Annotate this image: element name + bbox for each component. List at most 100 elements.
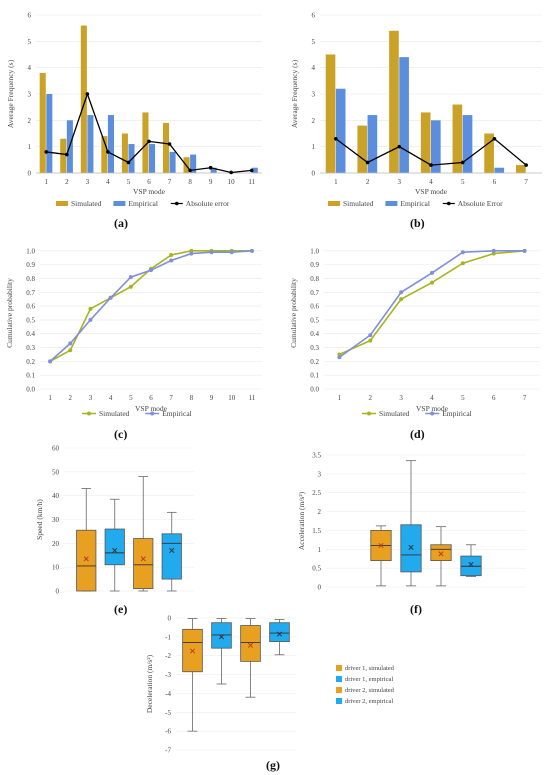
chart-e-ytick-label: 50: [52, 468, 60, 476]
chart-e-box-4-iqr: [161, 533, 182, 580]
chart-a-xtick-label: 6: [147, 178, 151, 186]
chart-b-bar-simulated: [420, 112, 431, 173]
chart-c-point-empirical: [189, 251, 194, 256]
chart-b-bar-empirical: [367, 115, 378, 173]
chart-a-error-point: [44, 150, 49, 154]
chart-d-point-simulated: [491, 251, 496, 256]
chart-c-xtick-label: 8: [190, 394, 194, 402]
chart-b-error-point: [492, 136, 497, 141]
panel-label-e: (e): [114, 602, 128, 616]
chart-c-ytick-label: 0.6: [26, 303, 35, 311]
chart-a-bar-simulated: [101, 136, 108, 173]
chart-b-bar-simulated: [357, 125, 368, 173]
chart-g-ytick-label: -4: [165, 690, 171, 698]
chart-g-box-1-mean-marker: [189, 648, 196, 654]
chart-e: 0 10 20 30 40 50 60 Speed (km/h): [0, 440, 270, 600]
chart-d-point-empirical: [399, 290, 404, 295]
chart-a-error-point: [249, 168, 254, 173]
chart-c-point-empirical: [149, 268, 153, 273]
chart-c-ytick-label: 0.7: [26, 289, 35, 297]
chart-f-box-2-mean-marker: [408, 544, 414, 550]
chart-c-xtick-label: 1: [48, 394, 52, 402]
chart-c-point-empirical: [48, 359, 53, 364]
chart-b-xlabel: VSP mode: [415, 187, 448, 196]
chart-b-xtick-label: 2: [366, 178, 370, 186]
chart-c-xtick-label: 6: [149, 394, 153, 402]
chart-g-legend-swatch: [336, 698, 342, 704]
chart-f-ytick-label: 3: [318, 470, 322, 478]
chart-d-ytick-label: 0.4: [310, 330, 319, 338]
chart-a-bar-empirical: [210, 167, 217, 173]
chart-c-point-simulated: [189, 248, 194, 253]
chart-d-xtick-label: 1: [338, 394, 342, 402]
chart-g-svg: 0 -1 -2 -3 -4 -5 -6 -7 Deceleration (m/s²) driver…: [145, 615, 395, 755]
chart-e-box-2-iqr: [104, 528, 125, 566]
chart-e-ytick-label: 0: [56, 588, 60, 596]
chart-a-bar-simulated: [80, 25, 87, 174]
chart-b-bar-simulated: [452, 104, 463, 173]
chart-b-ytick-label: 6: [312, 12, 316, 20]
chart-g-legend-label: driver 2, empirical: [345, 698, 393, 705]
chart-a-xtick-label: 5: [127, 178, 131, 186]
chart-g-ytick-label: -7: [165, 747, 171, 755]
chart-a-error-point: [147, 139, 151, 144]
chart-d-point-empirical: [522, 248, 527, 253]
chart-f-ytick-label: 3.5: [312, 452, 321, 460]
chart-g-legend-swatch: [336, 676, 342, 682]
chart-a-ylabel: Average Frequency (s): [6, 59, 15, 128]
chart-d-ytick-label: 0.1: [310, 372, 319, 380]
chart-b-error-point: [365, 160, 370, 165]
chart-b-xtick-label: 1: [334, 178, 338, 186]
chart-a-ytick-label: 0: [28, 170, 32, 178]
chart-d-point-empirical: [430, 270, 434, 275]
chart-f-ytick-label: 0: [318, 584, 322, 592]
chart-d-legend-label: Simulated: [379, 409, 410, 418]
chart-d-point-empirical: [491, 248, 496, 253]
chart-f: 0 0.5 1 1.5 2 2.5 3 3.5 Acceleration (m/s²): [282, 440, 550, 600]
chart-a-legend-label: Absolute error: [186, 199, 230, 208]
chart-b-bar-empirical: [431, 120, 441, 173]
chart-g-box-4-iqr: [269, 622, 290, 642]
chart-a-xlabel: VSP mode: [133, 187, 166, 196]
chart-c-xlabel: VSP mode: [135, 404, 168, 413]
panel-label-c: (c): [114, 427, 128, 441]
chart-a-legend-swatch: [113, 201, 126, 206]
chart-g-ytick-label: -1: [165, 633, 171, 641]
chart-a-xtick-label: 11: [248, 178, 255, 186]
chart-g-legend-label: driver 2, simulated: [345, 687, 395, 694]
chart-c-xtick-label: 9: [210, 394, 214, 402]
chart-b-legend-swatch: [385, 201, 398, 206]
chart-b-bar-empirical: [462, 115, 473, 173]
chart-c-xtick-label: 2: [69, 394, 73, 402]
chart-c-svg: 0.0 0.1 0.2 0.3 0.4 0.5 0.6 0.7 0.8 0.9 1.0 Cumulat…: [5, 247, 262, 418]
chart-d-ytick-label: 0.5: [310, 316, 319, 324]
chart-e-ytick-label: 40: [52, 492, 60, 500]
chart-d-ytick-label: 0.3: [310, 344, 319, 352]
chart-c-xtick-label: 3: [89, 394, 93, 402]
chart-a-bar-simulated: [162, 122, 170, 173]
chart-g-ytick-label: -3: [165, 671, 171, 679]
chart-b-ytick-label: 0: [312, 170, 316, 178]
chart-c-point-simulated: [68, 348, 73, 353]
chart-c-point-empirical: [68, 341, 73, 346]
chart-a-bar-empirical: [190, 154, 197, 173]
chart-d-point-simulated: [430, 280, 434, 285]
chart-b-bar-empirical: [494, 167, 505, 173]
chart-b-bar-empirical: [335, 88, 346, 173]
chart-d-legend-label: Empirical: [442, 409, 472, 418]
chart-f-ytick-label: 1: [318, 546, 322, 554]
chart-f-ytick-label: 1.5: [312, 527, 321, 535]
chart-c-point-empirical: [88, 317, 93, 322]
chart-g: 0 -1 -2 -3 -4 -5 -6 -7 Deceleration (m/s²) driver…: [130, 608, 420, 758]
chart-b-legend-swatch: [328, 201, 340, 206]
chart-c-point-simulated: [88, 306, 93, 311]
chart-c-xtick-label: 5: [129, 394, 133, 402]
chart-a-bar-empirical: [46, 94, 53, 173]
chart-b-error-point: [524, 163, 528, 167]
chart-f-box-4-mean-marker: [468, 561, 474, 567]
chart-c-point-empirical: [229, 250, 234, 255]
chart-c-point-empirical: [128, 275, 133, 280]
chart-c-point-empirical: [108, 295, 113, 300]
chart-f-ytick-label: 2: [318, 508, 322, 516]
chart-g-legend-label: driver 1, empirical: [345, 676, 393, 683]
